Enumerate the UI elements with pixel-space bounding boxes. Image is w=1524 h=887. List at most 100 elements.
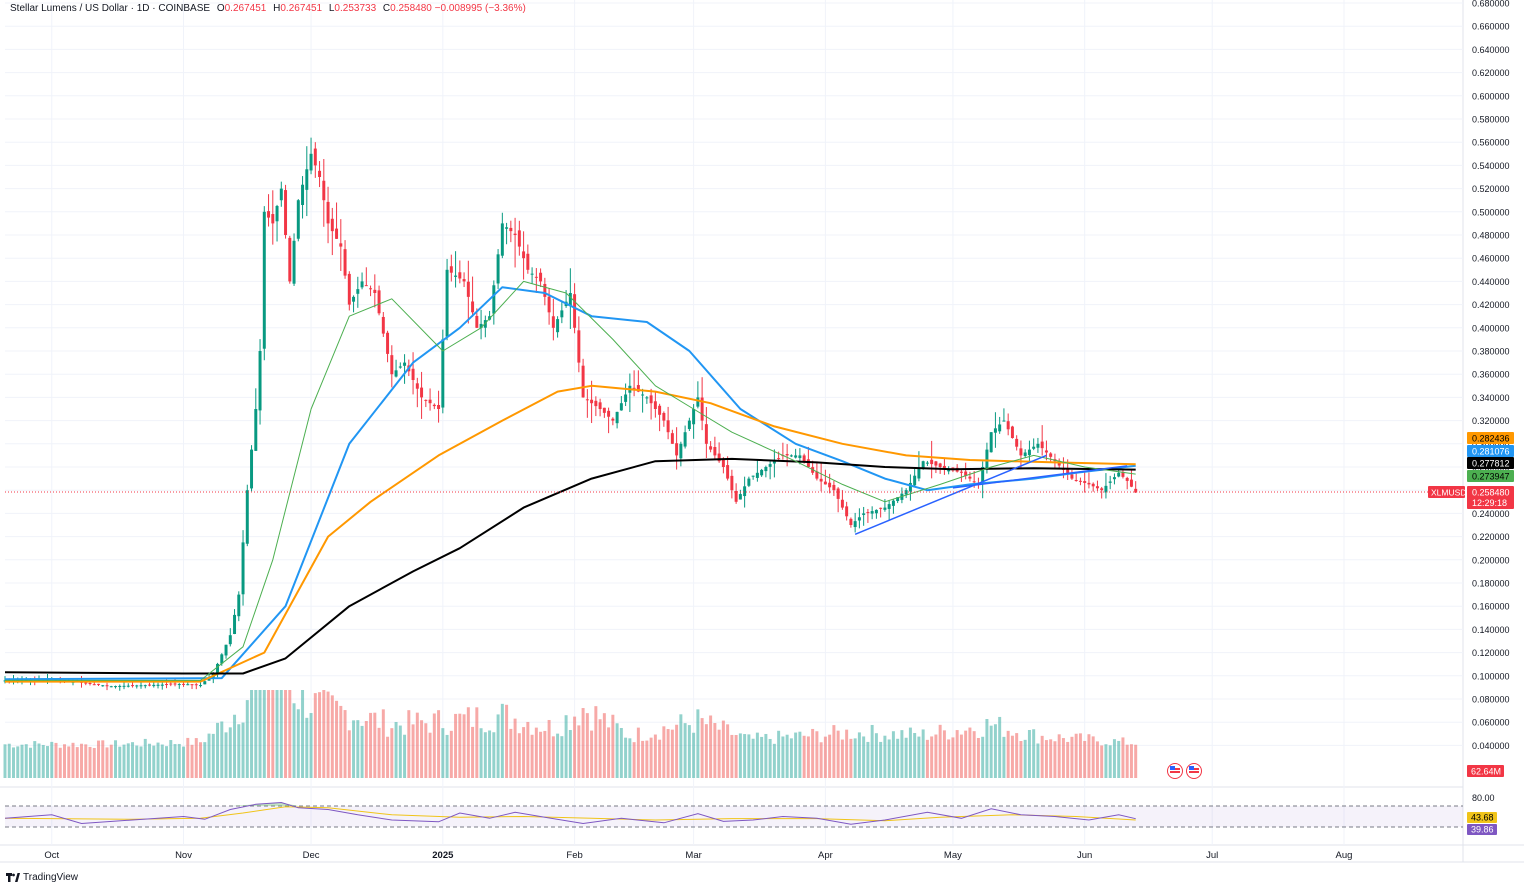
volume-bar (823, 736, 827, 778)
candle-body (1108, 481, 1112, 483)
price-tick-label: 0.220000 (1472, 532, 1510, 542)
volume-bar (347, 730, 351, 778)
volume-bar (636, 727, 640, 778)
candle-body (224, 644, 228, 656)
candle-body (709, 446, 713, 450)
volume-bar (97, 740, 101, 778)
moving-average-line (4, 457, 1136, 675)
volume-bar (288, 690, 292, 778)
volume-bar (1002, 736, 1006, 778)
volume-bar (301, 690, 305, 778)
candle-body (1083, 481, 1087, 483)
volume-bar (879, 741, 883, 778)
price-tick-label: 0.560000 (1472, 138, 1510, 148)
volume-bar (496, 714, 500, 778)
candle-body (245, 490, 249, 544)
volume-bar (551, 736, 555, 778)
candle-body (794, 455, 798, 458)
volume-bar (998, 716, 1002, 778)
volume-bar (194, 738, 198, 778)
volume-bar (509, 728, 513, 778)
volume-bar (224, 732, 228, 778)
volume-bar (522, 727, 526, 778)
candle-body (942, 465, 946, 469)
volume-bar (1036, 743, 1040, 778)
price-tick-label: 0.160000 (1472, 602, 1510, 612)
volume-bar (687, 725, 691, 778)
price-tick-label: 0.460000 (1472, 254, 1510, 264)
candle-body (194, 684, 198, 686)
volume-bar (806, 736, 810, 778)
volume-bar (84, 744, 88, 778)
volume-bar (1104, 744, 1108, 778)
volume-bar (356, 720, 360, 778)
candle-body (989, 432, 993, 453)
volume-bar (475, 707, 479, 778)
volume-bar (105, 747, 109, 778)
candle-body (1023, 452, 1027, 456)
candle-body (420, 387, 424, 398)
volume-bar (942, 730, 946, 778)
volume-bar (1027, 729, 1031, 778)
candle-body (692, 409, 696, 425)
candle-body (182, 683, 186, 685)
volume-bar (479, 728, 483, 778)
volume-bar (815, 731, 819, 778)
candle-body (241, 542, 245, 595)
volume-bar (985, 719, 989, 778)
candle-body (1066, 468, 1070, 475)
price-tick-label: 0.620000 (1472, 68, 1510, 78)
candle-body (713, 446, 717, 456)
candle-body (432, 404, 436, 407)
change-value: −0.008995 (−3.36%) (434, 3, 526, 14)
candle-body (556, 319, 560, 333)
candle-body (97, 683, 101, 685)
chart-header: Stellar Lumens / US Dollar · 1D · COINBA… (10, 3, 526, 14)
volume-bar (500, 703, 504, 778)
volume-bar (692, 732, 696, 778)
candle-body (866, 512, 870, 514)
candle-body (1087, 482, 1091, 485)
us-flag-event-icon[interactable] (1167, 763, 1183, 779)
candle-body (330, 218, 334, 232)
candle-body (845, 506, 849, 517)
candle-body (122, 685, 126, 687)
volume-bar (271, 690, 275, 778)
volume-bar (598, 719, 602, 778)
volume-bar (632, 742, 636, 778)
volume-bar (131, 742, 135, 778)
volume-bar (1134, 744, 1138, 778)
candle-body (904, 490, 908, 495)
price-tick-label: 0.400000 (1472, 323, 1510, 333)
symbol-tag-bg (1428, 485, 1465, 498)
candle-body (1112, 477, 1116, 480)
us-flag-event-icon[interactable] (1186, 763, 1202, 779)
price-tick-label: 0.240000 (1472, 509, 1510, 519)
volume-bar (88, 746, 92, 778)
candle-body (594, 400, 598, 407)
candle-body (658, 405, 662, 415)
volume-bar (415, 712, 419, 778)
volume-bar (1006, 730, 1010, 778)
candle-body (998, 424, 1002, 432)
volume-bar (1049, 739, 1053, 778)
volume-bar (989, 725, 993, 778)
volume-bar (568, 730, 572, 778)
candle-body (441, 339, 445, 408)
tradingview-logo[interactable]: TradingView (6, 872, 78, 883)
candle-body (908, 482, 912, 492)
volume-bar (836, 730, 840, 778)
volume-bar (709, 715, 713, 778)
price-tick-label: 0.340000 (1472, 393, 1510, 403)
volume-bar (662, 726, 666, 778)
candle-body (526, 253, 530, 270)
candle-body (398, 366, 402, 368)
candle-body (105, 685, 109, 687)
candle-body (152, 684, 156, 687)
price-tick-label: 0.360000 (1472, 370, 1510, 380)
trendline (952, 465, 1128, 489)
volume-bar (207, 733, 211, 778)
candle-body (615, 411, 619, 424)
volume-bar (364, 721, 368, 778)
